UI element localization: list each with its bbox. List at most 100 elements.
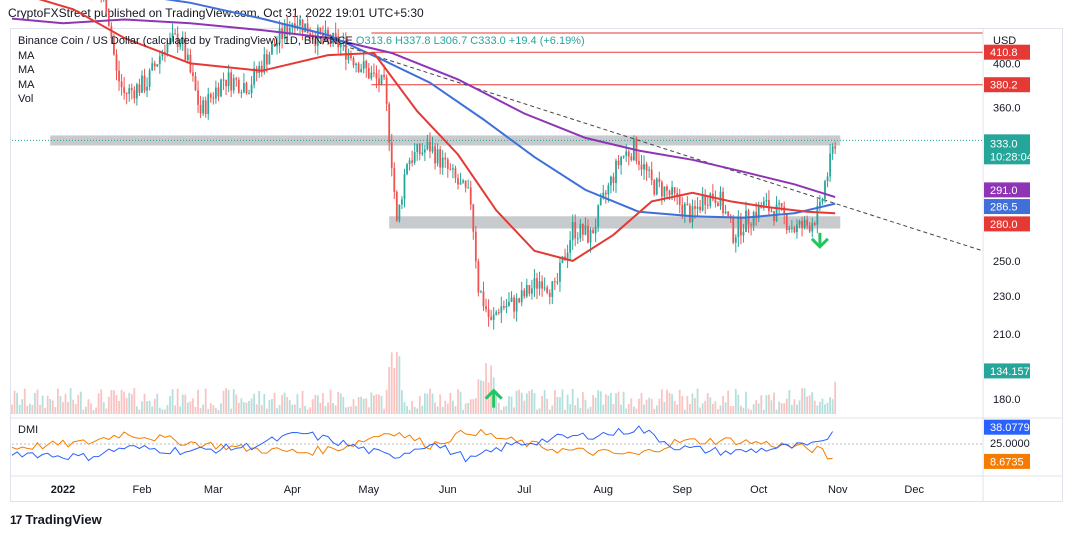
legend-indicator-ma-3[interactable]: MA	[18, 78, 35, 91]
volume-bar	[118, 400, 120, 414]
volume-bar	[630, 398, 633, 414]
candle-body	[434, 146, 436, 164]
publisher-line: CryptoFXStreet published on TradingView.…	[8, 6, 424, 20]
volume-bar	[803, 388, 806, 414]
candle-body	[673, 187, 676, 194]
candle-body	[750, 224, 752, 226]
volume-bar	[790, 405, 793, 414]
candle-body	[790, 227, 793, 229]
candle-body	[421, 152, 424, 155]
candle-body	[689, 205, 691, 222]
volume-bar	[612, 404, 615, 414]
candle-body	[276, 43, 278, 47]
legend-indicator-ma-2[interactable]: MA	[18, 64, 35, 76]
candle-body	[704, 195, 707, 205]
legend-indicator-vol[interactable]: Vol	[18, 93, 34, 105]
candle-body	[762, 201, 765, 209]
volume-bar	[571, 388, 574, 414]
volume-bar	[768, 394, 770, 414]
volume-bar	[347, 406, 350, 414]
candle-body	[638, 161, 640, 165]
candle-body	[118, 70, 120, 82]
volume-bar	[207, 408, 210, 414]
volume-bar	[495, 390, 498, 414]
volume-bar	[824, 404, 826, 414]
volume-bar	[169, 396, 171, 414]
candle-body	[258, 65, 261, 74]
candle-body	[569, 240, 572, 253]
volume-bar	[737, 394, 740, 414]
candle-body	[441, 157, 444, 168]
candle-body	[304, 23, 306, 33]
candle-body	[439, 149, 442, 168]
candle-body	[477, 261, 480, 293]
volume-bar	[579, 408, 582, 414]
candle-body	[194, 76, 197, 91]
volume-bar	[322, 393, 324, 414]
chart-legend[interactable]: Binance Coin / US Dollar (calculated by …	[18, 34, 585, 107]
volume-bar	[719, 405, 722, 414]
volume-bar	[581, 392, 584, 414]
volume-bar	[416, 408, 419, 414]
candle-body	[227, 72, 230, 87]
volume-bar	[467, 403, 470, 414]
volume-bar	[757, 403, 760, 414]
volume-bar	[599, 391, 602, 414]
volume-bar	[18, 404, 21, 414]
candle-body	[383, 74, 385, 78]
volume-bar	[694, 398, 696, 414]
volume-bar	[49, 399, 52, 414]
candle-body	[243, 83, 245, 93]
volume-bar	[429, 388, 431, 414]
volume-bar	[293, 404, 296, 414]
candle-body	[360, 69, 363, 72]
candle-body	[375, 73, 378, 79]
volume-bar	[16, 392, 18, 414]
volume-bar	[536, 409, 538, 414]
candle-body	[676, 193, 679, 196]
volume-bar	[655, 405, 658, 414]
volume-bar	[648, 397, 651, 414]
volume-bar	[327, 402, 329, 414]
candle-body	[209, 94, 212, 98]
currency-label: USD	[993, 35, 1016, 47]
candle-body	[548, 292, 551, 297]
volume-bar	[28, 403, 31, 414]
volume-bar	[230, 408, 233, 414]
candle-body	[469, 187, 472, 205]
moving-averages	[11, 0, 836, 262]
candle-body	[739, 217, 742, 236]
price-tick-label: 180.0	[993, 394, 1021, 406]
candle-body	[464, 180, 467, 188]
volume-bar	[268, 400, 271, 414]
volume-bar	[831, 399, 834, 414]
candle-body	[615, 160, 617, 183]
candle-body	[314, 38, 317, 46]
volume-bar	[360, 396, 363, 414]
volume-bar	[212, 405, 215, 414]
candle-body	[138, 84, 141, 93]
legend-symbol-row[interactable]: Binance Coin / US Dollar (calculated by …	[18, 34, 585, 49]
volume-bar	[194, 406, 197, 414]
volume-bar	[421, 405, 424, 414]
candle-body	[819, 201, 821, 206]
candle-body	[444, 157, 447, 160]
price-tick-label: 360.0	[993, 103, 1021, 115]
volume-bar	[752, 404, 755, 414]
tradingview-footer[interactable]: 17 TradingView	[10, 512, 102, 527]
candle-body	[268, 54, 271, 65]
volume-bar	[13, 390, 16, 414]
time-axis[interactable]: 2022 Feb Mar Apr May Jun Jul Aug Sep Oct Nov Dec	[10, 475, 1063, 496]
dmi-label[interactable]: DMI	[18, 424, 39, 436]
volume-bar	[171, 389, 174, 414]
volume-bar	[604, 394, 607, 414]
candle-body	[130, 88, 133, 91]
volume-bar	[44, 408, 47, 414]
candle-body	[610, 176, 612, 186]
volume-bar	[373, 395, 375, 414]
candle-body	[123, 87, 126, 93]
volume-bar	[441, 407, 444, 414]
legend-indicator-ma-1[interactable]: MA	[18, 49, 35, 62]
volume-bar	[666, 389, 668, 414]
volume-bar	[801, 388, 803, 414]
